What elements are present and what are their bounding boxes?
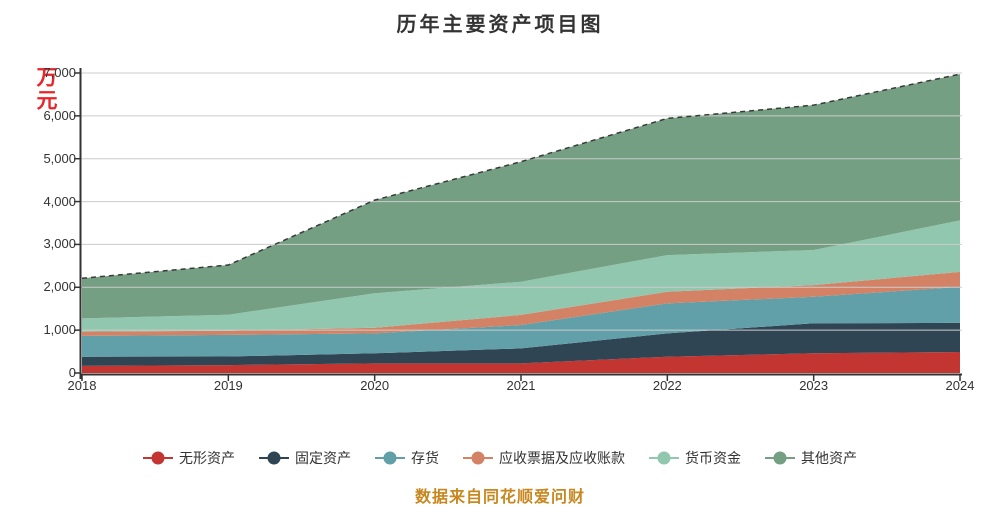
y-axis-label: 4,000 xyxy=(43,193,76,209)
y-axis-label: 5,000 xyxy=(43,150,76,166)
x-axis-label-2022: 2022 xyxy=(652,378,682,393)
legend-marker-icon xyxy=(375,451,405,465)
x-axis-label-2023: 2023 xyxy=(799,378,829,393)
y-axis-label: 7,000 xyxy=(43,65,76,80)
area-series-3 xyxy=(82,286,960,357)
x-axis-label-2020: 2020 xyxy=(360,378,390,393)
data-source-watermark: 数据来自同花顺爱问财 xyxy=(414,489,585,506)
legend-marker-icon xyxy=(463,451,493,465)
chart-title: 历年主要资产项目图 xyxy=(396,14,604,36)
legend-item-6[interactable]: 其他资产 xyxy=(765,448,857,468)
x-axis-label-2021: 2021 xyxy=(506,378,536,393)
y-axis-label: 3,000 xyxy=(43,236,76,252)
area-series-1 xyxy=(82,352,960,373)
y-axis-unit-label: 万元 xyxy=(34,66,57,112)
legend-marker-icon xyxy=(143,451,173,465)
x-axis-label-2024: 2024 xyxy=(945,378,975,393)
legend-marker-icon xyxy=(649,451,679,465)
y-axis-label: 1,000 xyxy=(43,322,76,338)
y-axis-label: 0 xyxy=(68,365,76,380)
legend-marker-icon xyxy=(765,451,795,465)
legend-label: 存货 xyxy=(411,450,439,466)
legend-item-5[interactable]: 货币资金 xyxy=(649,448,741,468)
legend-label: 无形资产 xyxy=(179,450,235,466)
x-axis-label-2018: 2018 xyxy=(67,378,97,393)
chart-legend: 无形资产 固定资产 存货 应收票据及应收账款 货币资金 其他资产 xyxy=(0,444,1000,472)
legend-label: 货币资金 xyxy=(685,450,741,466)
legend-item-2[interactable]: 固定资产 xyxy=(259,448,351,468)
area-series-4 xyxy=(82,271,960,336)
legend-label: 固定资产 xyxy=(295,450,351,466)
legend-label: 其他资产 xyxy=(801,450,857,466)
y-axis-label: 6,000 xyxy=(43,107,76,123)
legend-marker-icon xyxy=(259,451,289,465)
legend-label: 应收票据及应收账款 xyxy=(499,450,625,466)
area-series-5 xyxy=(82,220,960,332)
x-axis-label-2019: 2019 xyxy=(213,378,243,393)
total-dashed-line xyxy=(81,73,961,280)
legend-item-4[interactable]: 应收票据及应收账款 xyxy=(463,448,625,468)
legend-item-1[interactable]: 无形资产 xyxy=(143,448,235,468)
y-axis-label: 2,000 xyxy=(43,279,76,295)
area-series-2 xyxy=(82,322,960,366)
area-series-6 xyxy=(82,74,960,319)
stacked-area-plot xyxy=(74,68,962,381)
legend-item-3[interactable]: 存货 xyxy=(375,448,439,468)
